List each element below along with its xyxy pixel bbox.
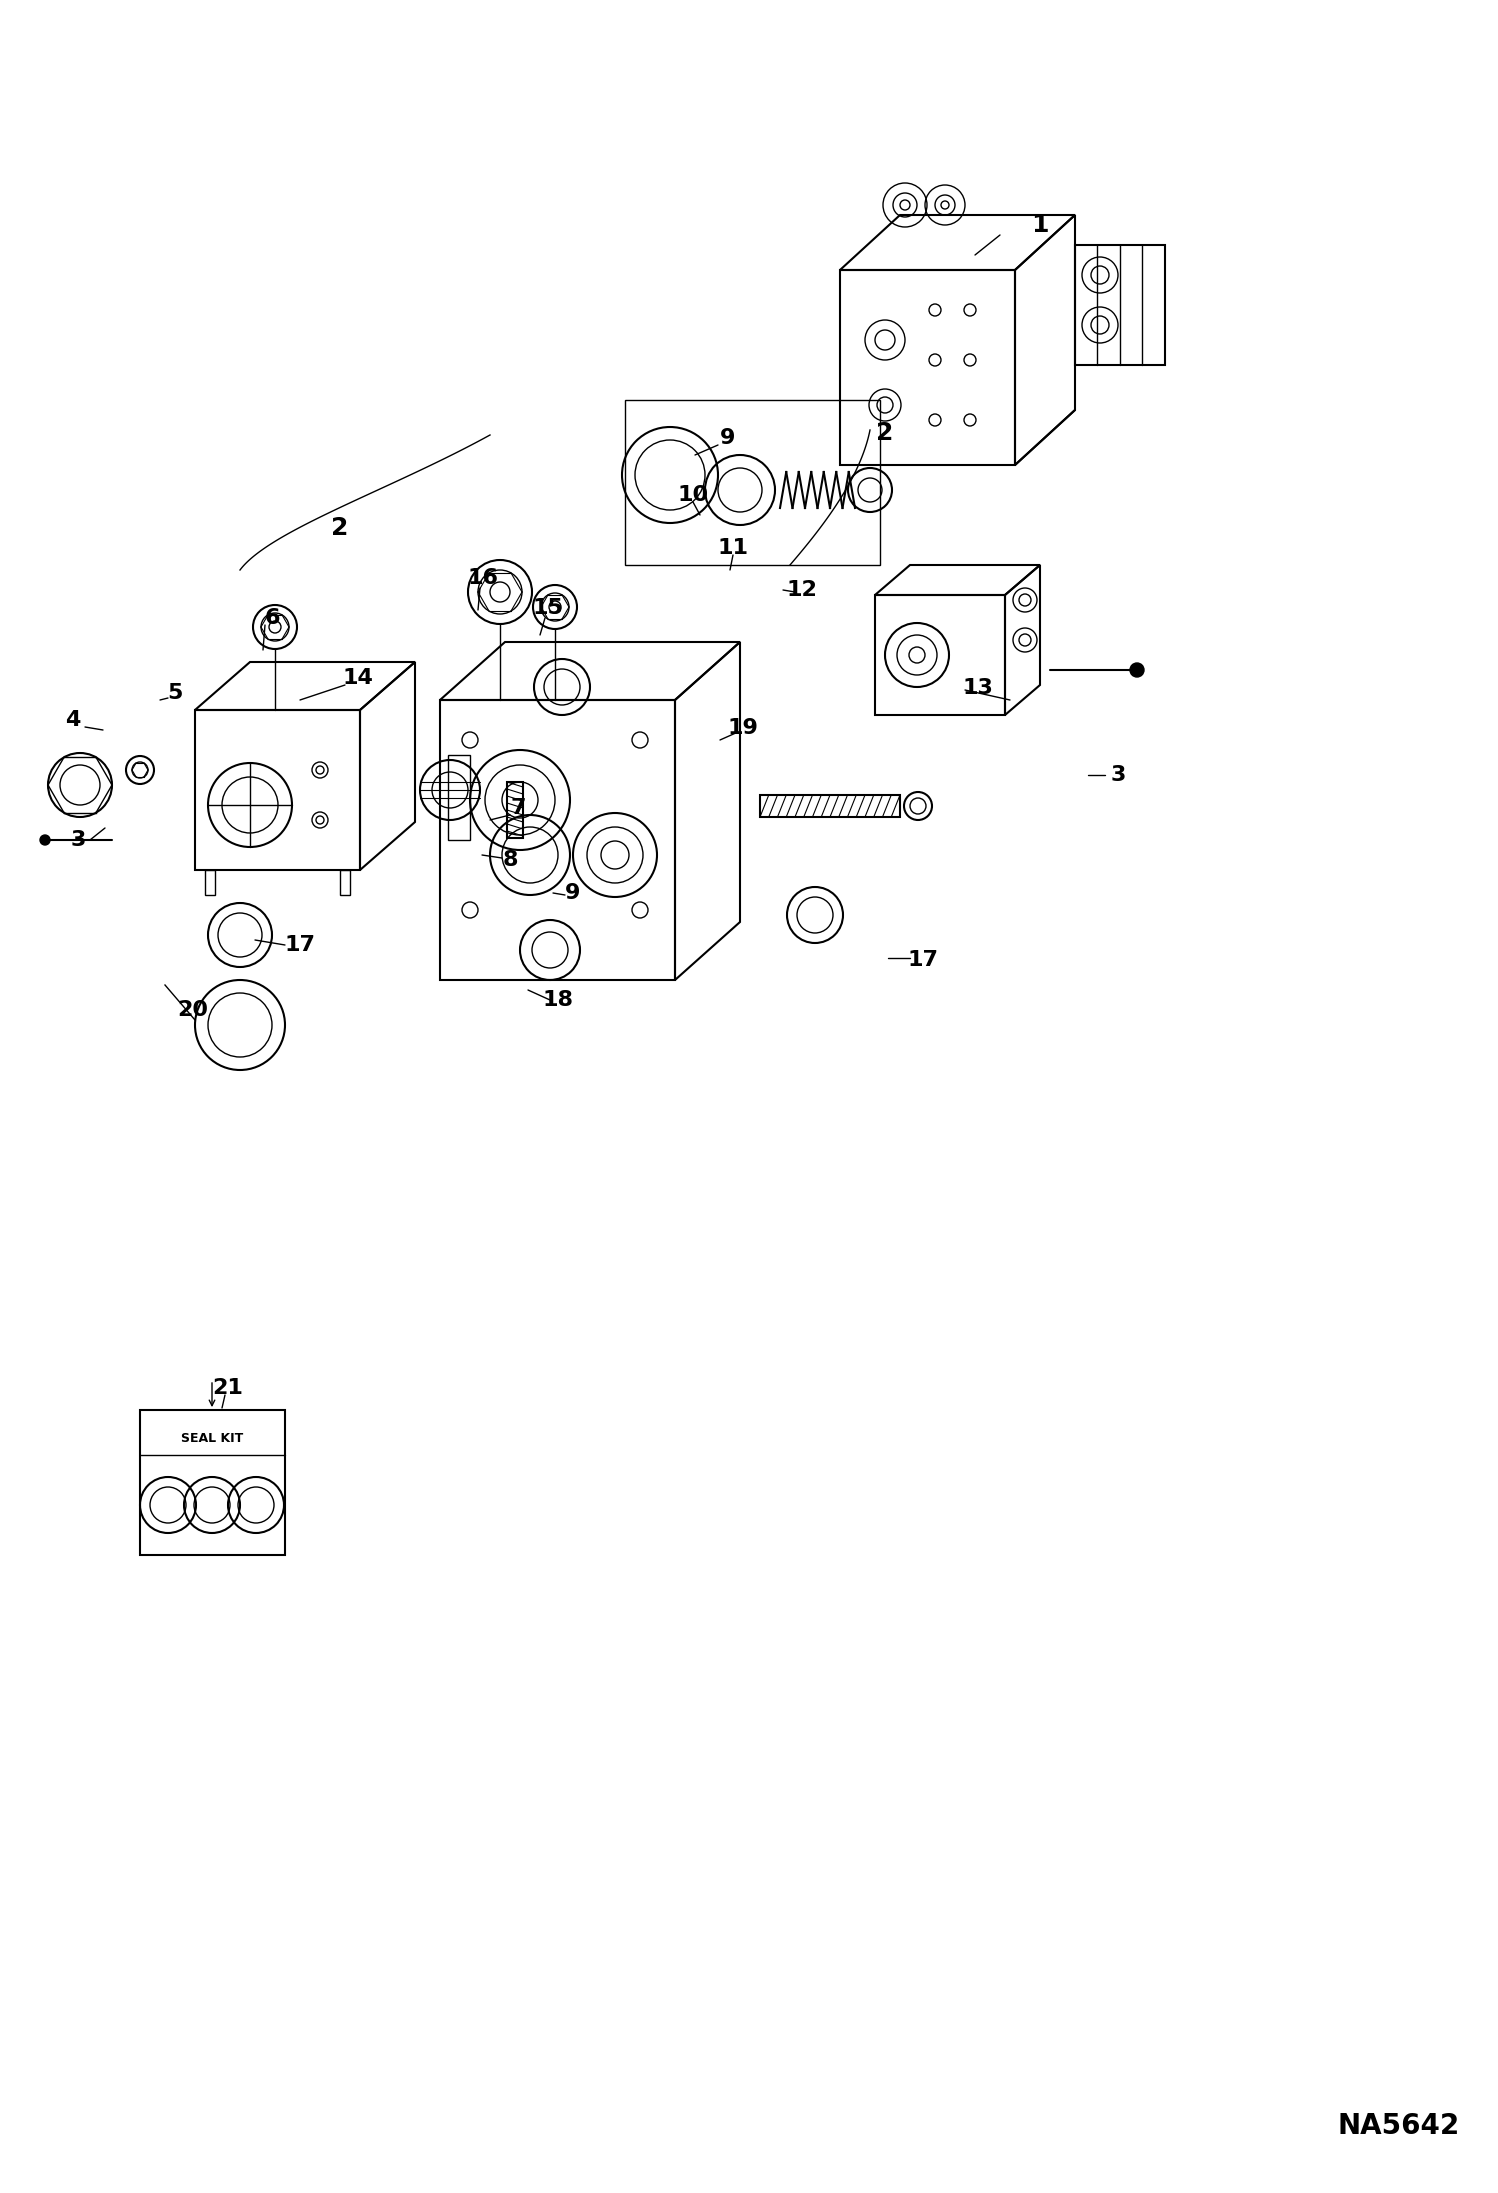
Text: 20: 20 — [177, 1000, 208, 1020]
Text: 13: 13 — [963, 678, 993, 697]
Text: 8: 8 — [502, 851, 518, 871]
Text: NA5642: NA5642 — [1338, 2112, 1461, 2140]
Text: SEAL KIT: SEAL KIT — [181, 1432, 243, 1445]
Bar — [506, 783, 523, 838]
Text: 3: 3 — [70, 829, 85, 851]
Circle shape — [40, 836, 49, 844]
Text: 10: 10 — [677, 485, 709, 504]
Text: 21: 21 — [213, 1377, 244, 1397]
Bar — [448, 754, 470, 840]
Text: 6: 6 — [264, 607, 280, 627]
Text: 12: 12 — [786, 579, 818, 601]
Text: 2: 2 — [876, 421, 894, 445]
Bar — [139, 1410, 285, 1555]
Text: 4: 4 — [66, 711, 81, 730]
Text: 17: 17 — [908, 950, 939, 969]
Text: 1: 1 — [1031, 213, 1049, 237]
Text: 2: 2 — [331, 515, 349, 539]
Text: 18: 18 — [542, 989, 574, 1011]
Text: 15: 15 — [533, 599, 563, 618]
Text: 17: 17 — [285, 934, 316, 954]
Text: 5: 5 — [168, 682, 183, 704]
Text: 14: 14 — [343, 669, 373, 689]
Text: 9: 9 — [565, 884, 581, 904]
Text: 7: 7 — [511, 798, 526, 818]
Text: 16: 16 — [467, 568, 499, 588]
Bar — [625, 399, 879, 566]
Text: 11: 11 — [718, 537, 749, 557]
Circle shape — [1129, 662, 1144, 678]
Text: 9: 9 — [721, 428, 736, 447]
Text: 19: 19 — [728, 717, 758, 739]
Text: 3: 3 — [1110, 765, 1125, 785]
Bar — [759, 796, 900, 818]
